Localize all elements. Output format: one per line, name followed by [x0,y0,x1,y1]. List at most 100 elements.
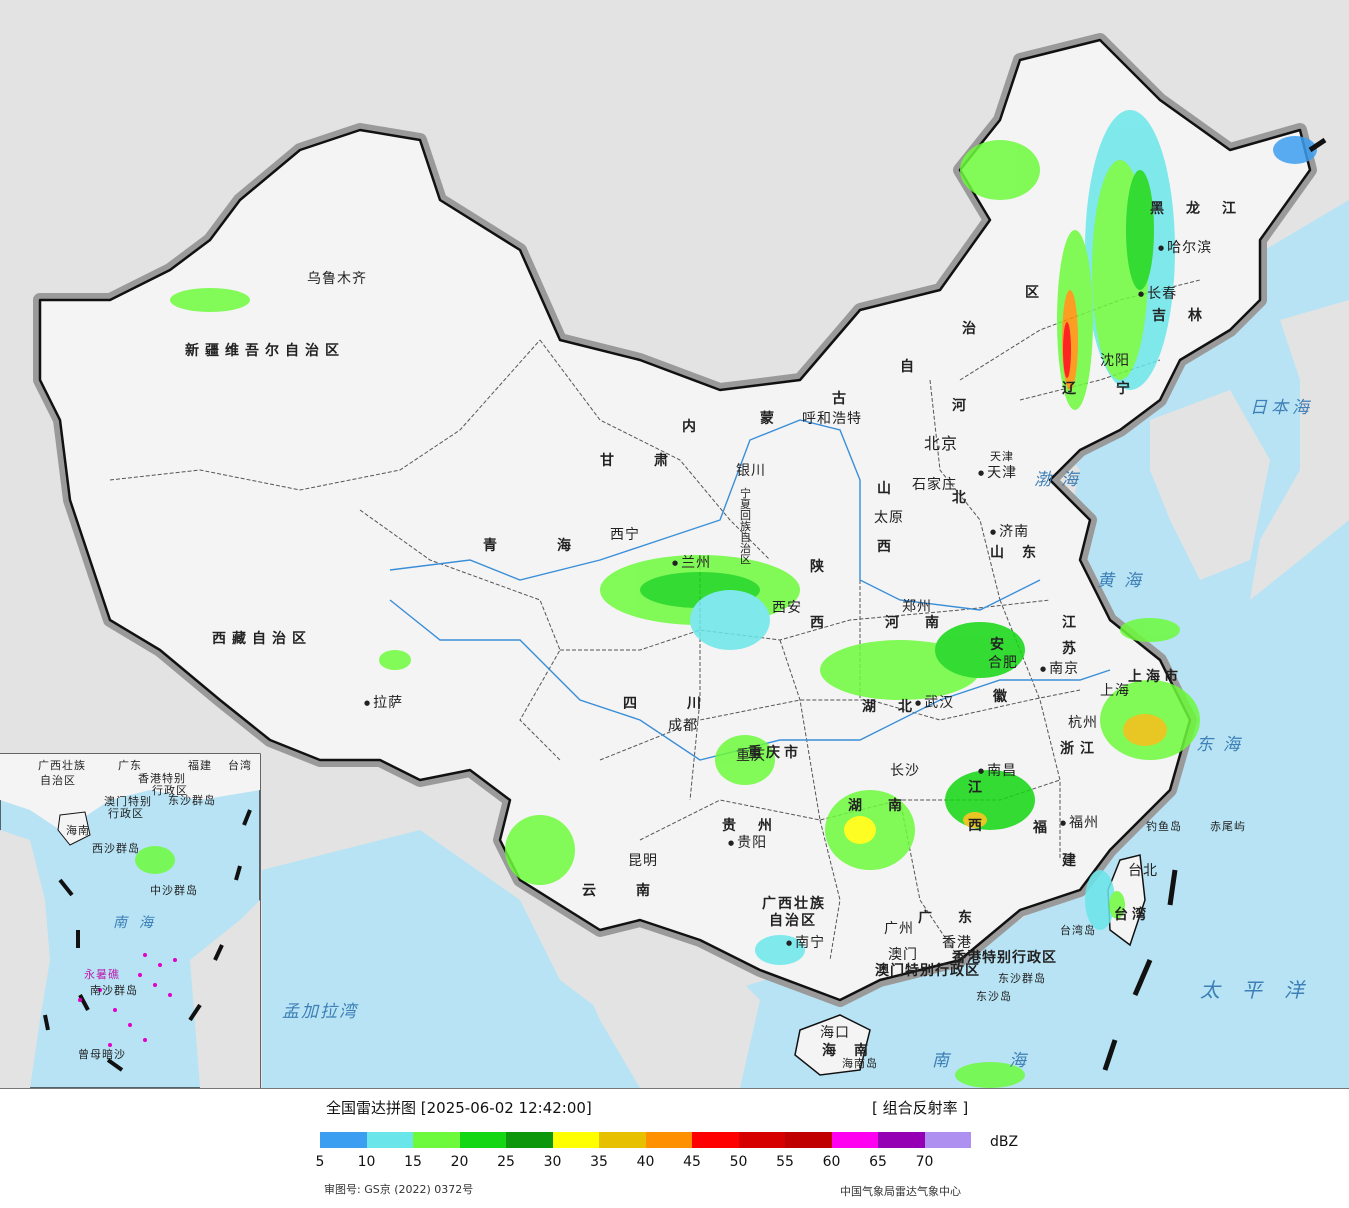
city-tianjin: 天津 [978,462,1017,482]
legend-tick-label: 30 [543,1154,562,1170]
inset-label-yongshu: 永暑礁 [84,968,120,981]
city-kunming: 昆明 [628,853,658,869]
sea-japan: 日本海 [1250,398,1313,418]
province-shanxi-2: 西 [877,539,897,555]
island-taiwan-dao: 台湾岛 [1060,924,1096,937]
province-shanxi-1: 山 [877,481,897,497]
inset-label-hainan: 海南 [66,824,90,837]
legend-unit: dBZ [990,1134,1019,1150]
province-xinjiang: 新疆维吾尔自治区 [185,343,345,359]
city-fuzhou: 福州 [1060,812,1099,832]
city-lanzhou: 兰州 [672,552,711,572]
province-tianjin: 天津 [990,450,1014,463]
city-wuhan: 武汉 [915,692,954,712]
city-hangzhou: 杭州 [1068,715,1098,731]
province-neimenggu-2: 蒙 [760,411,780,427]
city-shijiazhuang: 石家庄 [912,477,957,493]
city-chongqing: 重庆 [736,748,766,764]
city-harbin: 哈尔滨 [1158,237,1212,257]
legend-swatch [413,1132,460,1148]
city-zhengzhou: 郑州 [902,599,932,615]
province-guangxi-1: 广西壮族 [762,896,826,912]
province-jilin: 吉林 [1152,308,1224,324]
province-jiangsu-2: 苏 [1062,641,1082,657]
city-changchun: 长春 [1138,283,1177,303]
legend-color-bar [320,1132,971,1148]
legend-product-name: [ 组合反射率 ] [872,1099,969,1117]
legend-tick-label: 15 [404,1154,422,1170]
city-yinchuan: 银川 [736,463,766,479]
data-source: 中国气象局雷达气象中心 [840,1185,961,1198]
city-lhasa: 拉萨 [364,692,403,712]
province-shandong: 山东 [990,545,1054,561]
legend-swatch [785,1132,832,1148]
island-dongsha-qundao: 东沙群岛 [998,972,1046,985]
province-henan: 河南 [885,615,965,631]
province-hunan-1: 湖 [848,798,868,814]
legend-tick-label: 70 [915,1154,934,1170]
island-diaoyu: 钓鱼岛 [1146,820,1182,833]
legend-swatch [459,1132,506,1148]
label-hong-kong-sar: 香港特别行政区 [952,950,1057,966]
city-nanjing: 南京 [1040,658,1079,678]
province-anhui-1: 安 [990,637,1010,653]
inset-label-dongsha: 东沙群岛 [168,794,216,807]
province-heilongjiang: 黑龙江 [1150,201,1258,217]
inset-label-zhongsha: 中沙群岛 [150,884,198,897]
legend-swatch [692,1132,739,1148]
province-shaanxi-1: 陕 [810,559,830,575]
map-approval-number: 审图号: GS京 (2022) 0372号 [324,1183,474,1196]
legend-tick-label: 55 [776,1154,794,1170]
legend-tick-label: 10 [357,1154,376,1170]
sea-donghai: 东海 [1196,735,1250,755]
province-guizhou: 贵州 [722,818,794,834]
province-hebei-1: 河 [952,398,972,414]
japan-landmass [1250,300,1349,600]
radar-map: 新疆维吾尔自治区 西藏自治区 青海 甘肃 内 蒙 古 自 治 区 黑龙江 吉林 … [0,0,1349,1089]
sea-huanghai: 黄海 [1097,571,1151,591]
province-hubei: 湖北 [862,699,934,715]
city-nanchang: 南昌 [978,760,1017,780]
legend-swatch [599,1132,646,1148]
sea-nanhai: 南海 [932,1051,1086,1071]
city-macao: 澳门 [888,947,918,963]
city-xian: 西安 [772,600,802,616]
sea-bengal: 孟加拉湾 [282,1002,358,1022]
province-neimenggu-3: 古 [832,391,852,407]
inset-label-hk-2: 行政区 [152,784,188,797]
inset-label-nansha: 南沙群岛 [90,984,138,997]
city-nanning: 南宁 [786,932,825,952]
province-yunnan: 云南 [582,883,690,899]
legend-tick-label: 45 [683,1154,701,1170]
province-shanghai: 上海市 [1128,669,1182,685]
province-taiwan: 台湾 [1114,907,1150,923]
inset-label-nanhai: 南海 [113,915,165,931]
province-xizang: 西藏自治区 [212,631,312,647]
inset-label-fujian: 福建 [188,759,212,772]
inset-label-macau-2: 行政区 [108,807,144,820]
province-neimenggu-5: 治 [962,321,982,337]
island-chiwei: 赤尾屿 [1210,820,1246,833]
city-beijing: 北京 [924,434,959,453]
legend-tick-label: 60 [822,1154,841,1170]
inset-label-guangdong: 广东 [118,759,142,772]
province-chongqing: 重庆市 [748,745,802,761]
inset-label-guangxi: 广西壮族 [38,759,86,772]
inset-label-zengmu: 曾母暗沙 [78,1048,126,1061]
island-dongsha-dao: 东沙岛 [976,990,1012,1003]
legend-swatch [506,1132,553,1148]
city-hohhot: 呼和浩特 [802,411,862,427]
province-hunan-2: 南 [888,798,908,814]
legend-title: 全国雷达拼图 [2025-06-02 12:42:00] [326,1099,592,1117]
radar-echoes [170,110,1317,1088]
bay-of-bengal-area [262,830,660,1088]
province-fujian-1: 福 [1033,820,1053,836]
province-jiangxi-1: 江 [968,780,988,796]
legend-swatch [552,1132,599,1148]
city-jinan: 济南 [990,521,1029,541]
province-fujian-2: 建 [1062,853,1082,869]
province-hainan: 海南 [822,1043,886,1059]
province-jiangsu-1: 江 [1062,615,1082,631]
province-sichuan: 四川 [623,696,751,712]
legend-swatch [878,1132,925,1148]
